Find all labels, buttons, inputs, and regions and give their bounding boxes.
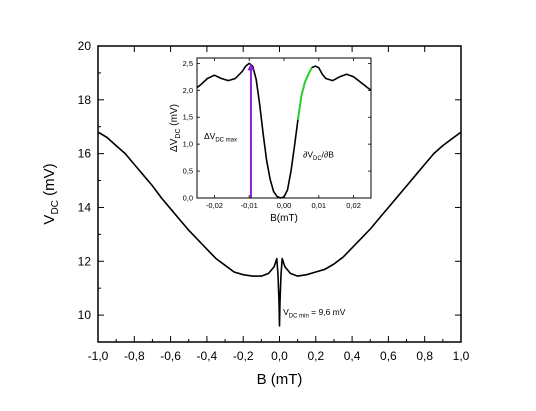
main-chart-x-tick-label: -0,2 [233, 349, 254, 363]
main-chart-x-tick-label: 1,0 [453, 349, 470, 363]
inset-chart-y-axis-title: ΔVDC (mV) [169, 104, 182, 152]
main-chart-x-tick-label: -0,4 [197, 349, 218, 363]
main-chart-x-tick-label: 0,6 [380, 349, 397, 363]
inset-chart-y-tick-label: 1,5 [183, 113, 193, 122]
main-chart-y-tick-label: 14 [78, 200, 92, 214]
main-chart-x-tick-label: -1,0 [88, 349, 109, 363]
main-chart-annotation-main: V [283, 307, 289, 317]
main-chart-y-tick-label: 12 [78, 254, 92, 268]
inset-chart-x-axis-title: B(mT) [270, 213, 298, 224]
inset-chart-series-line [196, 62, 372, 199]
inset-chart-annotation-rest: /∂B [322, 150, 335, 160]
inset-chart-frame [196, 57, 372, 199]
inset-chart-y-axis-title-group: ΔVDC (mV) [169, 104, 182, 152]
main-chart-y-axis-title: VDC (mV) [41, 163, 61, 224]
main-chart-y-tick-label: 16 [78, 147, 92, 161]
inset-chart-y-axis-title-sub: DC [175, 128, 182, 138]
inset-chart-x-tick-label: -0,01 [241, 201, 258, 210]
inset-chart-arrow-head [247, 63, 255, 71]
main-chart: -1,0 -0,8 -0,6 -0,4 -0,2 0,0 0,2 0,4 0,6 0,8 1,0 10… [41, 39, 470, 388]
inset-chart-slope-highlight [296, 67, 313, 121]
inset-chart-annotation-sub: DC max [215, 137, 237, 143]
main-chart-x-tick-label: -0,8 [124, 349, 145, 363]
inset-chart-y-tick-label: 0,0 [183, 194, 193, 203]
main-chart-y-axis-title-main: V [41, 215, 58, 225]
main-chart-y-axis-title-group: VDC (mV) [41, 163, 61, 224]
inset-chart-annotation-main: ∂V [303, 150, 313, 160]
main-chart-annotation-sub: DC min [289, 314, 309, 320]
main-chart-frame [97, 45, 462, 343]
main-chart-x-tick-label: -0,6 [160, 349, 181, 363]
main-chart-x-tick-label: 0,4 [344, 349, 361, 363]
inset-chart-annotation-sub: DC [313, 156, 322, 162]
inset-chart-y-axis-title-main: ΔV [169, 138, 180, 152]
inset-chart-y-tick-label: 2,0 [183, 86, 193, 95]
main-chart-y-tick-label: 10 [78, 308, 92, 322]
main-chart-x-tick-label: 0,0 [271, 349, 288, 363]
inset-chart-x-tick-label: -0,02 [206, 201, 223, 210]
main-chart-y-axis-title-rest: (mV) [41, 163, 58, 200]
main-chart-series-line [97, 131, 462, 327]
main-chart-annotation: VDC min = 9,6 mV [283, 307, 346, 320]
main-chart-x-axis-title: B (mT) [257, 371, 303, 388]
inset-chart-x-tick-label: 0,02 [346, 201, 361, 210]
inset-chart-y-tick-label: 2,5 [183, 59, 193, 68]
inset-chart-y-tick-label: 0,5 [183, 167, 193, 176]
main-chart-y-axis-title-sub: DC [50, 200, 61, 214]
main-chart-annotation-rest: = 9,6 mV [309, 307, 346, 317]
inset-chart-x-tick-label: 0,01 [311, 201, 326, 210]
inset-chart-annotation-main: ΔV [204, 131, 216, 141]
inset-chart-background [197, 58, 371, 198]
inset-chart-annotation: ΔVDC max [204, 131, 237, 144]
inset-chart-annotation: ∂VDC/∂B [303, 150, 334, 163]
inset-chart-x-tick-label: 0,00 [277, 201, 292, 210]
main-chart-y-tick-label: 20 [78, 39, 92, 53]
main-chart-x-tick-label: 0,8 [416, 349, 433, 363]
main-chart-y-tick-label: 18 [78, 93, 92, 107]
inset-chart-y-tick-label: 1,0 [183, 140, 193, 149]
inset-chart-y-axis-title-rest: (mV) [169, 104, 180, 128]
main-chart-x-tick-label: 0,2 [307, 349, 324, 363]
inset-chart: -0,02 -0,01 0,00 0,01 0,02 0,0 0,5 1,0 1,5 2,0 2,5… [169, 57, 372, 224]
